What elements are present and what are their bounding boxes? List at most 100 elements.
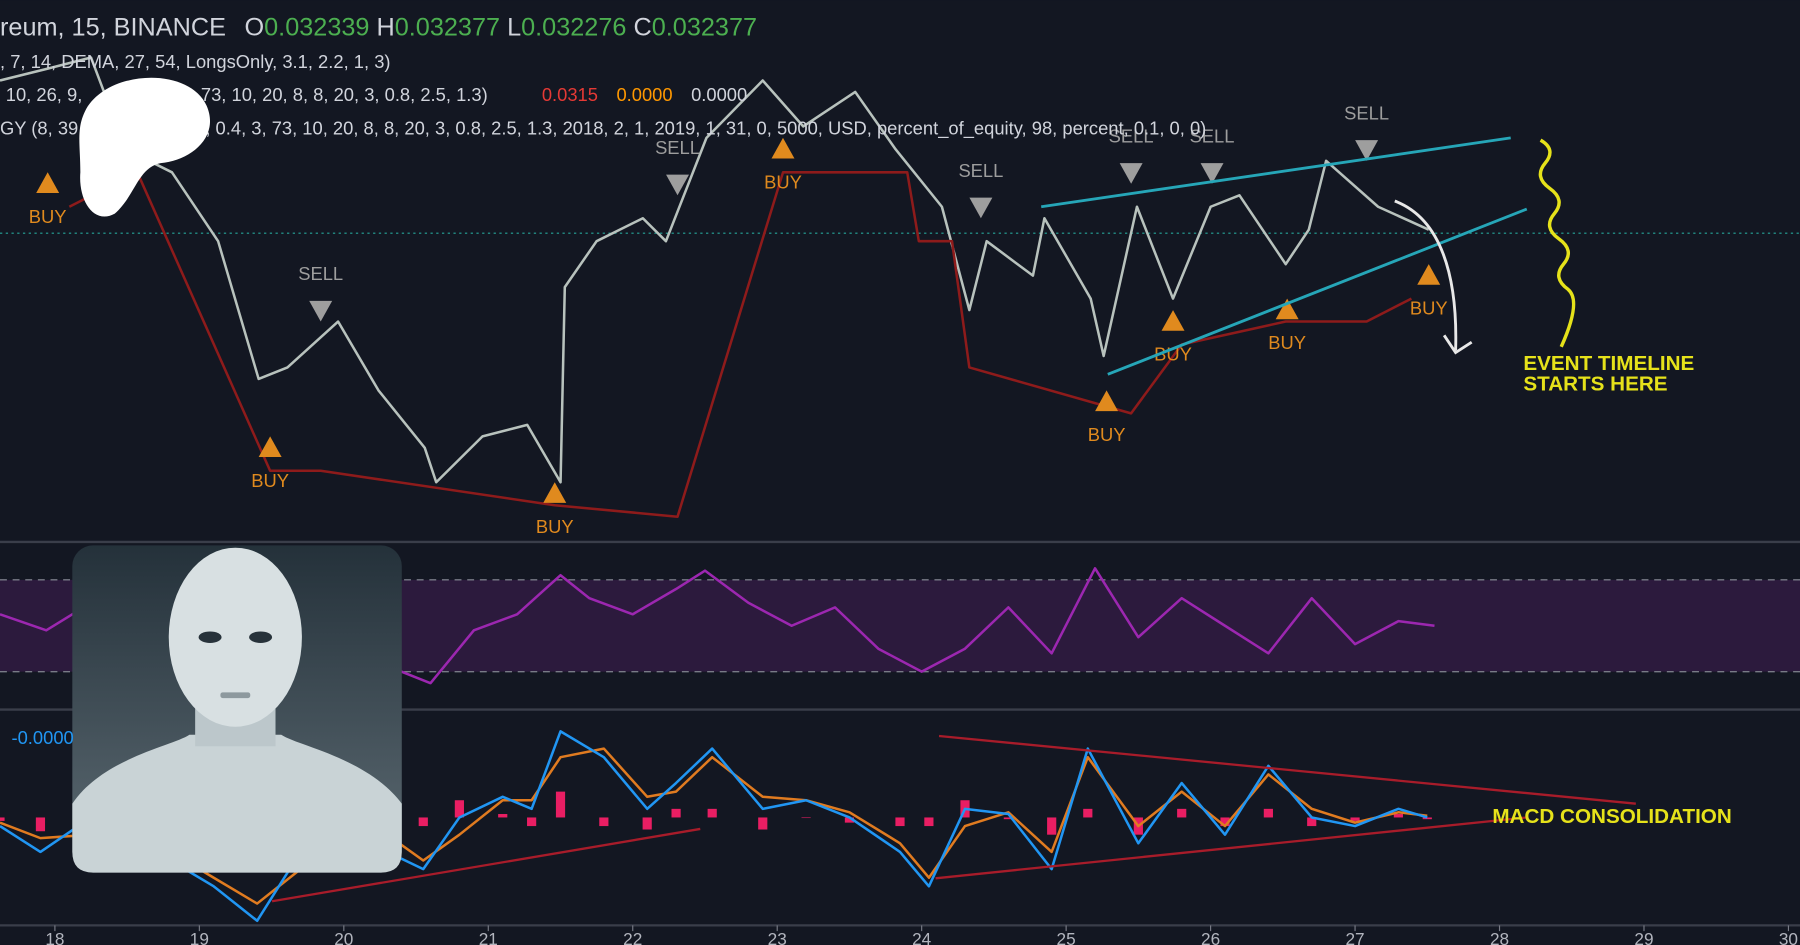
x-tick-label: 23 [768, 929, 787, 945]
histogram-bar [1422, 817, 1432, 820]
histogram-bar [801, 817, 811, 819]
indicator-values: 0.0315 0.0000 0.0000 [542, 84, 747, 105]
x-tick-label: 24 [912, 929, 932, 945]
signal-label: SELL [1190, 125, 1235, 146]
ohlc-label: O [245, 14, 265, 42]
signal-marker [1200, 163, 1224, 184]
ohlc-label: L [507, 14, 521, 42]
signal-label: SELL [958, 160, 1003, 181]
histogram-bar [707, 808, 717, 818]
histogram-bar [0, 817, 5, 821]
avatar-head [168, 547, 302, 727]
x-tick-label: 21 [479, 929, 498, 945]
x-tick-label: 28 [1490, 929, 1509, 945]
histogram-bar [1220, 817, 1230, 827]
signal-label: SELL [298, 263, 343, 284]
x-tick-label: 18 [45, 929, 64, 945]
macd-value: -0.0000 [11, 727, 73, 748]
ohlc-value: 0.032339 [264, 14, 369, 42]
series-line [68, 171, 1412, 518]
trend-line [938, 734, 1636, 805]
ohlc-value: 0.032377 [395, 14, 500, 42]
trend-line [935, 816, 1527, 880]
symbol: reum, 15, BINANCE [0, 14, 226, 42]
series-line [0, 730, 1428, 923]
ohlc-value: 0.032276 [521, 14, 626, 42]
signal-label: SELL [1344, 103, 1389, 124]
histogram-bar [844, 817, 855, 823]
ohlc-value: 0.032377 [652, 14, 757, 42]
series-line [0, 747, 1428, 905]
strategy: GY (8, 39 [0, 117, 78, 138]
signal-marker [1355, 140, 1379, 161]
arrow [1394, 199, 1473, 355]
signal-marker [969, 197, 993, 219]
x-tick-label: 22 [623, 929, 642, 945]
histogram-bar [671, 808, 681, 818]
signal-marker [1417, 264, 1441, 285]
histogram-bar [599, 817, 609, 827]
x-tick-label: 26 [1201, 929, 1220, 945]
signal-label: BUY [536, 516, 574, 537]
histogram-bar [1307, 817, 1317, 827]
signal-label: BUY [29, 206, 67, 227]
avatar-eye [198, 631, 222, 643]
ohlc-label: H [376, 14, 394, 42]
annotation: MACD CONSOLIDATION [1492, 805, 1731, 828]
indicator-value: 0.0315 [542, 84, 598, 105]
signal-marker [771, 137, 795, 159]
histogram-bar [1393, 814, 1403, 818]
histogram-bar [1083, 808, 1093, 818]
histogram-bar [1263, 808, 1273, 818]
signal-marker [258, 436, 282, 458]
avatar-mouth [220, 692, 251, 699]
ohlc-label: C [633, 14, 651, 42]
avatar-shoulders [72, 734, 402, 873]
x-tick-label: 25 [1057, 929, 1076, 945]
avatar-eye [249, 631, 273, 643]
histogram-bar [35, 817, 46, 832]
signal-label: SELL [1109, 125, 1154, 146]
histogram-bar [758, 817, 768, 830]
indicator-value: 0.0000 [616, 84, 672, 105]
panel: BUY BUY BUY BUY BUY BUY BUY BUY SELL SELL SELL SELL… [0, 56, 1800, 537]
signal-marker [1095, 390, 1119, 412]
histogram-bar [555, 791, 566, 818]
trend-line [1107, 207, 1528, 376]
signal-marker [1119, 163, 1143, 184]
x-tick-label: 30 [1779, 929, 1798, 945]
brace [1538, 138, 1576, 348]
signal-label: BUY [1154, 344, 1192, 365]
signal-label: SELL [655, 137, 700, 158]
histogram-bar [895, 817, 905, 827]
avatar [72, 545, 402, 873]
signal-label: BUY [1088, 424, 1126, 445]
signal-label: BUY [1410, 298, 1448, 319]
signal-label: BUY [1268, 332, 1306, 353]
indicator: 10, 26, 9, [6, 84, 83, 105]
strategy: 8, 0.4, 3, 73, 10, 20, 8, 8, 20, 3, 0.8,… [195, 117, 1206, 139]
histogram-bar [498, 814, 508, 818]
annotation: EVENT TIMELINE [1523, 352, 1694, 375]
histogram-bar [1177, 808, 1187, 818]
indicator: 73, 10, 20, 8, 8, 20, 3, 0.8, 2.5, 1.3) [201, 84, 488, 105]
histogram-bar [454, 800, 464, 818]
signal-marker [309, 300, 333, 322]
signal-marker [1275, 298, 1299, 320]
x-tick-label: 27 [1345, 929, 1364, 945]
indicator: , 7, 14, DEMA, 27, 54, LongsOnly, 3.1, 2… [0, 51, 391, 72]
logo-blob [79, 77, 211, 217]
signal-label: BUY [251, 470, 289, 491]
histogram-bar [1003, 817, 1013, 820]
series-line [0, 56, 1430, 484]
x-tick-label: 29 [1634, 929, 1653, 945]
annotation: STARTS HERE [1523, 372, 1667, 395]
signal-marker [36, 172, 60, 193]
trend-line [271, 827, 701, 903]
trend-line [1040, 136, 1511, 209]
signal-marker [543, 482, 567, 503]
histogram-bar [527, 817, 537, 827]
x-tick-label: 20 [334, 929, 353, 945]
histogram-bar [924, 817, 934, 827]
